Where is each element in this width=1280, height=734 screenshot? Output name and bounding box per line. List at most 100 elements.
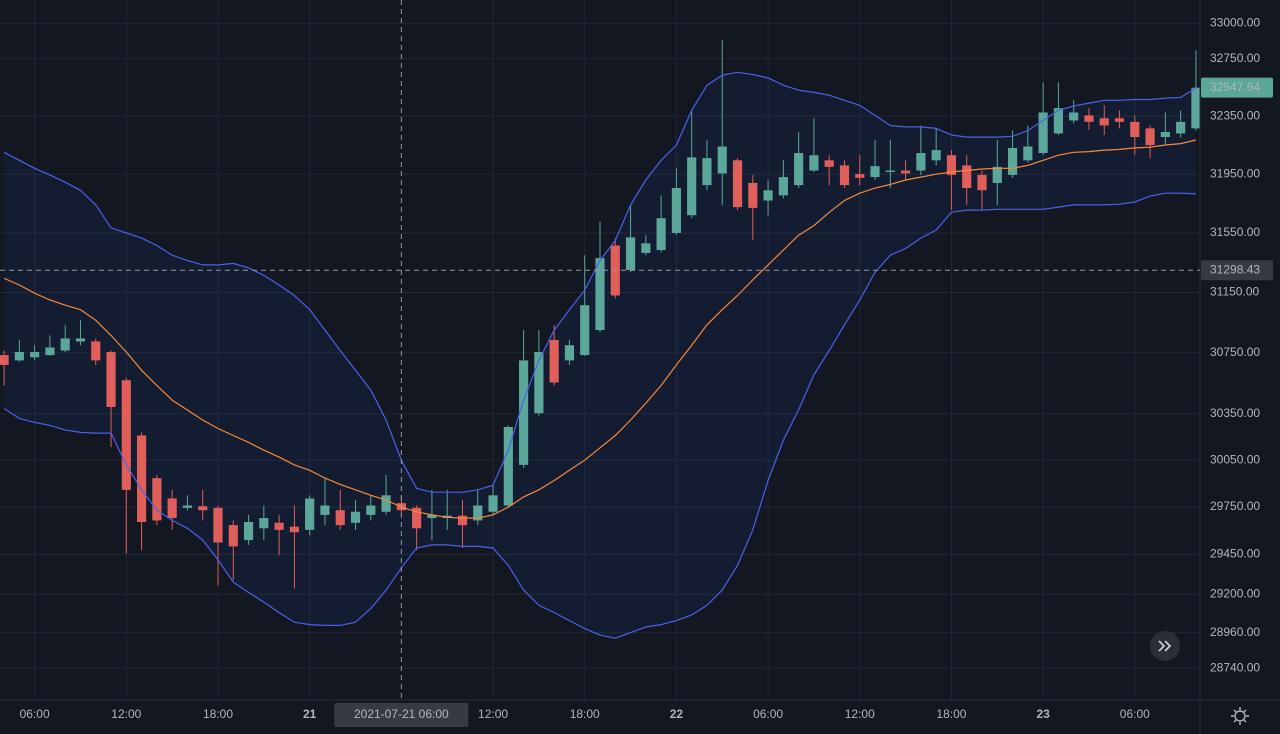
candle-body [946, 155, 957, 175]
candle-body [198, 506, 208, 511]
candle-body [778, 177, 788, 196]
candle-body [519, 360, 529, 465]
candle-body [732, 160, 743, 208]
crosshair-time-label: 2021-07-21 06:00 [354, 707, 449, 721]
candle-body [748, 182, 758, 208]
candle-body [60, 338, 70, 351]
candle-body [503, 426, 513, 506]
candle-body [824, 160, 834, 167]
candle-body [625, 237, 636, 271]
candle-body [977, 174, 987, 191]
candle-body [457, 515, 468, 526]
indicator-line [3, 71, 1197, 493]
x-tick-label: 12:00 [478, 707, 508, 721]
x-tick-label: 06:00 [20, 707, 50, 721]
candle-body [152, 478, 162, 521]
candle-body [427, 514, 437, 519]
candle-body [717, 146, 727, 174]
candle-body [167, 498, 177, 519]
candle-body [763, 190, 773, 201]
crosshair-price-box [1201, 260, 1273, 281]
candle-body [1099, 118, 1109, 126]
candle-body [213, 507, 223, 543]
candle-body [335, 510, 345, 526]
y-tick-label: 28960.00 [1210, 625, 1260, 639]
candle-body [121, 380, 131, 490]
candle-body [549, 339, 559, 383]
scroll-button[interactable] [1150, 631, 1180, 661]
indicator-line [3, 139, 1197, 519]
candle-body [1145, 128, 1155, 146]
x-tick-label: 12:00 [845, 707, 875, 721]
candle-body [992, 166, 1002, 183]
candle-body [243, 521, 254, 541]
candle-body [182, 505, 193, 508]
candle-body [473, 505, 483, 521]
candle-body [1160, 131, 1170, 138]
indicator-line [3, 192, 1196, 639]
candle-body [1069, 112, 1079, 121]
candle-body [1038, 112, 1048, 154]
y-tick-label: 30750.00 [1210, 345, 1260, 359]
gear-icon[interactable] [1234, 710, 1246, 722]
candle-body [870, 166, 880, 178]
candle-body [1130, 121, 1140, 138]
band-fill [4, 72, 1196, 639]
x-tick-label: 12:00 [111, 707, 141, 721]
candle-body [855, 174, 865, 178]
y-tick-label: 29450.00 [1210, 547, 1260, 561]
candle-body [641, 243, 651, 253]
candle-body [1053, 108, 1063, 134]
y-tick-label: 29750.00 [1210, 499, 1260, 513]
candle-body [289, 526, 299, 533]
candle-body [839, 165, 850, 186]
candle-body [91, 341, 101, 361]
candle-body [595, 258, 605, 331]
plot-area [0, 0, 1201, 700]
y-tick-label: 31950.00 [1210, 166, 1260, 180]
candle-body [931, 150, 941, 161]
candle-body [671, 188, 681, 233]
candle-body [137, 435, 147, 522]
candle-body [75, 338, 86, 342]
candle-body [1176, 121, 1186, 134]
y-tick-label: 32350.00 [1210, 108, 1260, 122]
candle-body [14, 352, 24, 361]
candle-body [305, 498, 315, 530]
scroll-icon[interactable] [1158, 640, 1172, 652]
candle-body [106, 352, 116, 407]
gear-teeth[interactable] [1231, 707, 1249, 725]
last-price-label: 32547.64 [1210, 80, 1260, 94]
candle-body [794, 153, 804, 186]
settings-button[interactable] [1231, 707, 1249, 725]
candle-body [45, 347, 55, 356]
candle-body [381, 495, 391, 512]
y-tick-label: 28740.00 [1210, 660, 1260, 674]
candle-body [1114, 118, 1125, 122]
crosshair-price-label: 31298.43 [1210, 262, 1260, 276]
candle-body [350, 511, 361, 523]
candle-body [1191, 87, 1201, 129]
candle-body [274, 522, 284, 530]
y-tick-label: 31150.00 [1210, 285, 1259, 299]
x-tick-label: 22 [670, 707, 684, 721]
y-tick-label: 30350.00 [1210, 406, 1260, 420]
x-tick-label: 06:00 [1120, 707, 1150, 721]
candle-body [702, 158, 712, 186]
x-tick-label: 06:00 [753, 707, 783, 721]
candle-body [901, 170, 911, 174]
candle-body [809, 155, 819, 171]
x-tick-label: 23 [1036, 707, 1050, 721]
candle-body [687, 157, 697, 216]
candle-body [962, 165, 972, 189]
candle-body [885, 170, 895, 172]
x-tick-label: 18:00 [203, 707, 233, 721]
candle-body [228, 525, 238, 547]
candle-body [564, 345, 575, 361]
last-price-box [1201, 77, 1273, 98]
y-tick-label: 30050.00 [1210, 452, 1260, 466]
candle-body [916, 153, 926, 171]
candle-body [1084, 115, 1094, 122]
